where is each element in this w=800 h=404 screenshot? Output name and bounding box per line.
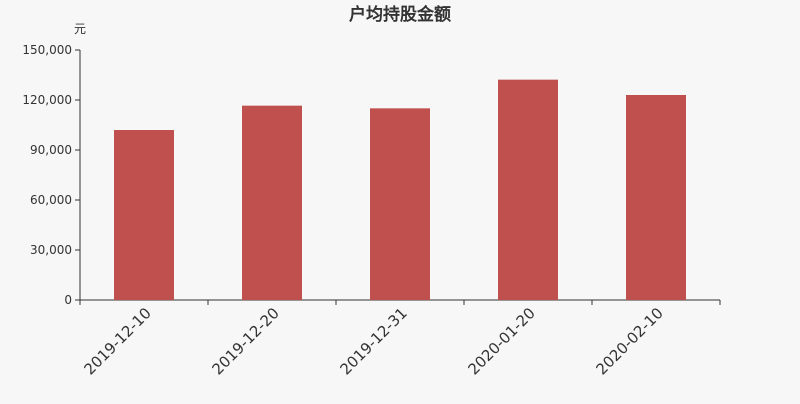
x-tick-label: 2019-12-31 — [336, 304, 410, 378]
bar — [242, 105, 302, 301]
y-axis-label: 元 — [74, 22, 86, 36]
x-tick-label: 2020-02-10 — [592, 304, 666, 378]
y-tick-label: 90,000 — [30, 143, 72, 157]
chart-title: 户均持股金额 — [349, 4, 451, 25]
bar — [626, 95, 686, 300]
x-tick-label: 2019-12-10 — [80, 304, 154, 378]
y-tick-label: 60,000 — [30, 193, 72, 207]
bar — [114, 130, 174, 300]
bar — [498, 79, 558, 301]
x-tick-label: 2020-01-20 — [464, 304, 538, 378]
bar — [370, 108, 430, 300]
y-tick-label: 150,000 — [22, 43, 72, 57]
x-tick-label: 2019-12-20 — [208, 304, 282, 378]
y-tick-label: 120,000 — [22, 93, 72, 107]
y-tick-label: 30,000 — [30, 243, 72, 257]
y-tick-label: 0 — [64, 293, 72, 307]
